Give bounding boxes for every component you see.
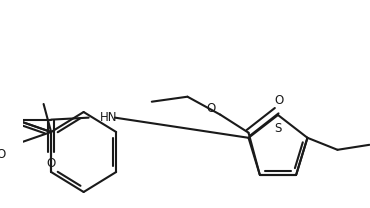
Text: S: S [274,123,282,135]
Text: O: O [0,149,6,161]
Text: O: O [206,102,216,115]
Text: HN: HN [100,111,117,124]
Text: O: O [47,157,56,170]
Text: O: O [274,94,283,107]
